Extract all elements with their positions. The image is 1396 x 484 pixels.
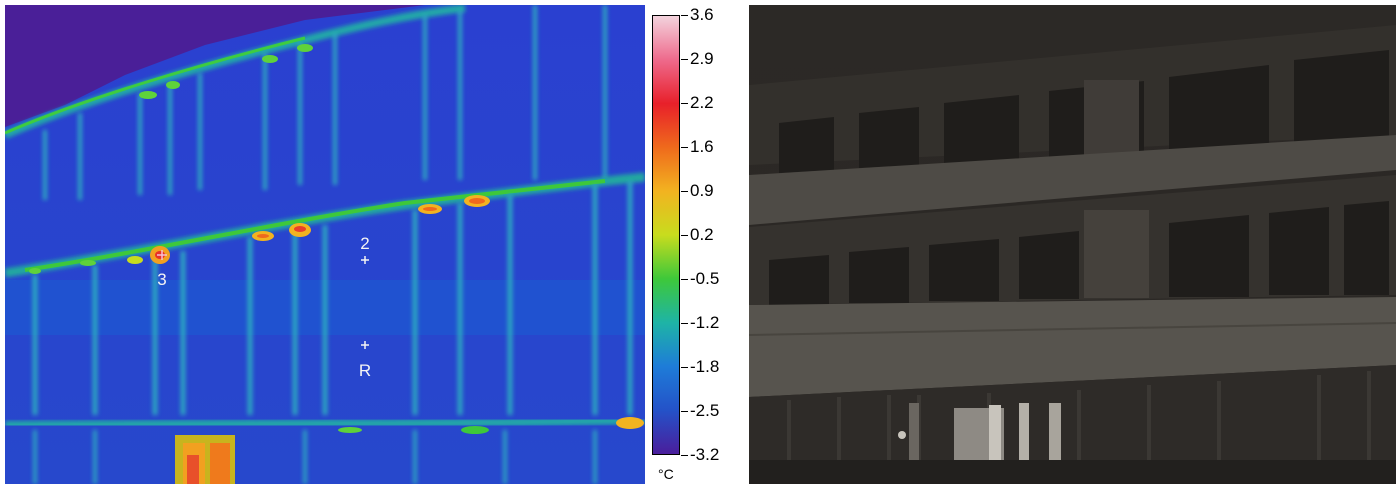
thermal-lower-cornice xyxy=(5,416,645,429)
scale-tick-label: 0.2 xyxy=(690,225,714,244)
scale-tick-label: 1.6 xyxy=(690,137,714,156)
scale-tick-label: 3.6 xyxy=(690,5,714,24)
marker-2-label: 2 xyxy=(360,234,370,253)
scale-tick-label: -1.8 xyxy=(690,357,720,376)
photo-scene xyxy=(749,5,1396,484)
thermal-crosshairs xyxy=(157,250,369,349)
thermal-scene xyxy=(5,5,645,484)
scale-tick-label: -3.2 xyxy=(690,445,720,464)
thermal-upper-hotspots xyxy=(139,44,313,99)
scale-tick-mark xyxy=(681,15,688,16)
scale-tick-label: -1.2 xyxy=(690,313,720,332)
visible-photo xyxy=(749,5,1396,484)
thermal-upper-windows xyxy=(43,5,607,200)
scale-tick-label: 2.2 xyxy=(690,93,714,112)
scale-tick-mark xyxy=(681,59,688,60)
scale-tick-mark xyxy=(681,455,688,456)
marker-r-label: R xyxy=(358,361,372,380)
thermal-middle-windows xyxy=(32,181,633,415)
scale-tick-mark xyxy=(681,103,688,104)
color-scale-bar xyxy=(652,15,680,455)
scale-tick-label: -0.5 xyxy=(690,269,720,288)
thermal-warm-doorway xyxy=(175,435,235,484)
color-scale-unit: °C xyxy=(658,466,674,482)
photo-spandrel-lower xyxy=(749,297,1396,397)
scale-tick-label: -2.5 xyxy=(690,401,720,420)
thermal-sky xyxy=(5,5,425,127)
thermal-lower-hotspots xyxy=(338,417,644,434)
scale-tick-mark xyxy=(681,235,688,236)
scale-tick-mark xyxy=(681,367,688,368)
scale-tick-mark xyxy=(681,279,688,280)
scale-tick-mark xyxy=(681,323,688,324)
photo-spandrel-upper xyxy=(749,135,1396,225)
scale-tick-mark xyxy=(681,411,688,412)
scale-tick-label: 0.9 xyxy=(690,181,714,200)
marker-3-label: 3 xyxy=(157,270,167,289)
scale-tick-mark xyxy=(681,191,688,192)
thermal-roof-edge xyxy=(5,5,466,139)
photo-middle-windows xyxy=(769,201,1389,305)
scale-tick-mark xyxy=(681,147,688,148)
scale-tick-label: 2.9 xyxy=(690,49,714,68)
thermal-image: 2 3 R xyxy=(5,5,645,484)
